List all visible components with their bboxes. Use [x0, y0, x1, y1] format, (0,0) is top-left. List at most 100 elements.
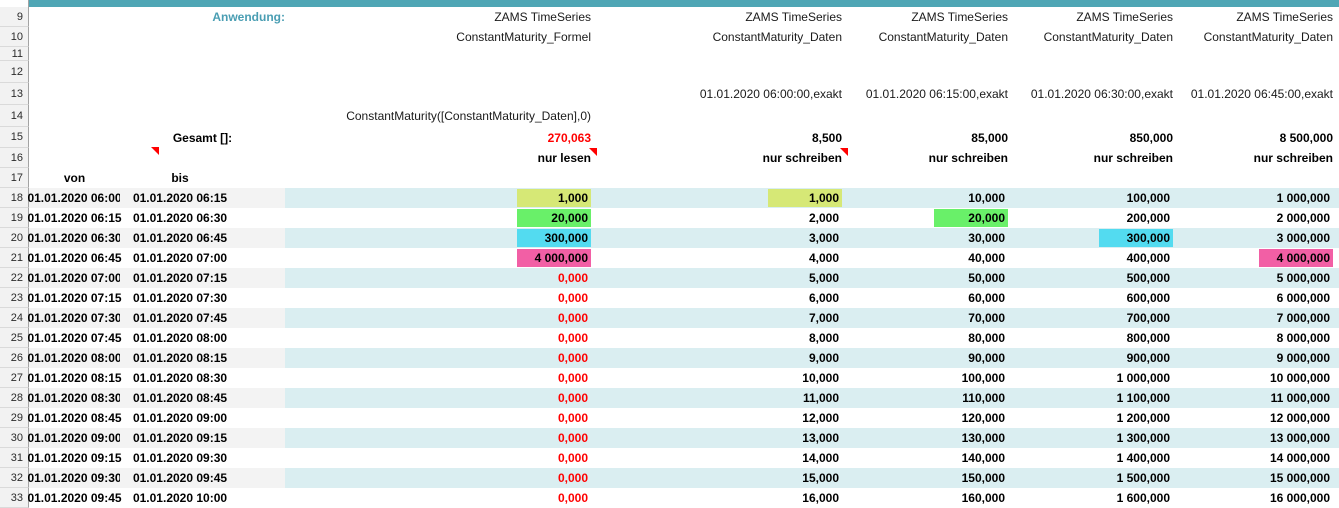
cell-empty[interactable]	[120, 27, 285, 47]
cell-formula-value[interactable]: 4 000,000	[285, 248, 597, 268]
row-header[interactable]: 10	[0, 27, 29, 47]
cell-formula-value[interactable]: 0,000	[285, 488, 597, 508]
cell-data-1[interactable]: 8,000	[597, 328, 848, 348]
cell-empty[interactable]	[240, 468, 285, 488]
cell-von[interactable]: 01.01.2020 07:15	[27, 288, 121, 308]
cell-von[interactable]: 01.01.2020 06:30	[27, 228, 122, 248]
row-header[interactable]: 14	[0, 105, 29, 127]
cell-gesamt-value[interactable]: 850,000	[1014, 127, 1179, 148]
cell-bis[interactable]: 01.01.2020 06:15	[120, 188, 240, 208]
row-header[interactable]: 12	[0, 61, 29, 83]
cell-timestamp[interactable]: 01.01.2020 06:30:00,exakt	[1014, 83, 1179, 105]
row-header[interactable]: 21	[0, 248, 29, 268]
cell-data-1[interactable]: 9,000	[597, 348, 848, 368]
cell-data-2[interactable]: 120,000	[848, 408, 1014, 428]
cell-nur-schreiben[interactable]: nur schreiben	[597, 148, 848, 168]
cell-bis[interactable]: 01.01.2020 08:15	[120, 348, 240, 368]
cell-bis[interactable]: 01.01.2020 07:30	[120, 288, 240, 308]
cell-data-4[interactable]: 2 000,000	[1179, 208, 1339, 228]
cell-app-label[interactable]: ZAMS TimeSeries	[1014, 7, 1179, 27]
cell-app-label[interactable]: ZAMS TimeSeries	[597, 7, 848, 27]
cell-data-1[interactable]: 4,000	[597, 248, 848, 268]
cell-bis[interactable]: 01.01.2020 09:45	[120, 468, 240, 488]
row-header[interactable]: 32	[0, 468, 29, 488]
cell-data-2[interactable]: 100,000	[848, 368, 1014, 388]
row-header[interactable]: 31	[0, 448, 29, 468]
row-header[interactable]: 19	[0, 208, 29, 228]
cell-data-4[interactable]: 3 000,000	[1179, 228, 1339, 248]
cell-empty[interactable]	[240, 448, 285, 468]
cell-bis[interactable]: 01.01.2020 06:30	[120, 208, 240, 228]
cell-data-1[interactable]: 13,000	[597, 428, 848, 448]
cell-data-4[interactable]: 1 000,000	[1179, 188, 1339, 208]
cell-empty[interactable]	[120, 148, 285, 168]
cell-gesamt-value[interactable]: 85,000	[848, 127, 1014, 148]
cell-data-1[interactable]: 6,000	[597, 288, 848, 308]
row-header[interactable]: 28	[0, 388, 29, 408]
cell-data-1[interactable]: 10,000	[597, 368, 848, 388]
cell-empty[interactable]	[29, 27, 120, 47]
cell-von-header[interactable]: von	[29, 168, 120, 188]
cell-von[interactable]: 01.01.2020 06:45	[27, 248, 121, 268]
cell-data-3[interactable]: 1 300,000	[1014, 428, 1179, 448]
cell-data-2[interactable]: 20,000	[848, 208, 1014, 228]
cell-empty[interactable]	[240, 488, 285, 508]
cell-data-1[interactable]: 11,000	[597, 388, 848, 408]
cell-empty[interactable]	[240, 428, 285, 448]
cell-bis[interactable]: 01.01.2020 10:00	[120, 488, 240, 508]
cell-data-2[interactable]: 140,000	[848, 448, 1014, 468]
cell-empty[interactable]	[120, 105, 285, 127]
cell-von[interactable]: 01.01.2020 08:45	[27, 408, 121, 428]
cell-von[interactable]: 01.01.2020 09:15	[27, 448, 121, 468]
row-header[interactable]: 27	[0, 368, 29, 388]
cell-von[interactable]: 01.01.2020 06:00	[27, 188, 122, 208]
cell-formula-value[interactable]: 20,000	[285, 208, 597, 228]
cell-empty[interactable]	[240, 248, 285, 268]
row-header[interactable]: 17	[0, 168, 29, 188]
cell-data-2[interactable]: 60,000	[848, 288, 1014, 308]
row-header[interactable]: 33	[0, 488, 29, 508]
row-header[interactable]: 26	[0, 348, 29, 368]
cell-empty[interactable]	[240, 368, 285, 388]
cell-data-1[interactable]: 16,000	[597, 488, 848, 508]
cell-bis[interactable]: 01.01.2020 08:30	[120, 368, 240, 388]
row-header[interactable]: 23	[0, 288, 29, 308]
cell-von[interactable]: 01.01.2020 06:15	[27, 208, 121, 228]
row-header[interactable]: 13	[0, 83, 29, 105]
cell-data-3[interactable]: 500,000	[1014, 268, 1179, 288]
cell-nur-schreiben[interactable]: nur schreiben	[1179, 148, 1339, 168]
cell-timestamp[interactable]: 01.01.2020 06:00:00,exakt	[597, 83, 848, 105]
cell-data-2[interactable]: 110,000	[848, 388, 1014, 408]
cell-empty[interactable]	[285, 83, 597, 105]
cell-data-1[interactable]: 2,000	[597, 208, 848, 228]
cell-von[interactable]: 01.01.2020 07:00	[27, 268, 122, 288]
cell-bis[interactable]: 01.01.2020 07:00	[120, 248, 240, 268]
row-header[interactable]: 25	[0, 328, 29, 348]
cell-data-1[interactable]: 14,000	[597, 448, 848, 468]
cell-data-4[interactable]: 11 000,000	[1179, 388, 1339, 408]
cell-formula-value[interactable]: 0,000	[285, 308, 597, 328]
cell-empty[interactable]	[120, 83, 285, 105]
cell-empty[interactable]	[240, 268, 285, 288]
cell-data-4[interactable]: 15 000,000	[1179, 468, 1339, 488]
cell-nur-schreiben[interactable]: nur schreiben	[1014, 148, 1179, 168]
cell-gesamt-value[interactable]: 8,500	[597, 127, 848, 148]
cell-series-name[interactable]: ConstantMaturity_Daten	[1179, 27, 1339, 47]
cell-empty[interactable]	[240, 308, 285, 328]
cell-bis[interactable]: 01.01.2020 08:00	[120, 328, 240, 348]
cell-formula-value[interactable]: 0,000	[285, 288, 597, 308]
cell-data-3[interactable]: 800,000	[1014, 328, 1179, 348]
cell-empty[interactable]	[240, 188, 285, 208]
cell-gesamt-value[interactable]: 270,063	[285, 127, 597, 148]
cell-data-4[interactable]: 10 000,000	[1179, 368, 1339, 388]
cell-bis-header[interactable]: bis	[120, 168, 240, 188]
cell-formula-value[interactable]: 300,000	[285, 228, 597, 248]
cell-data-2[interactable]: 70,000	[848, 308, 1014, 328]
cell-bis[interactable]: 01.01.2020 07:15	[120, 268, 240, 288]
cell-data-4[interactable]: 16 000,000	[1179, 488, 1339, 508]
cell-data-3[interactable]: 1 500,000	[1014, 468, 1179, 488]
cell-data-4[interactable]: 4 000,000	[1179, 248, 1339, 268]
cell-nur-schreiben[interactable]: nur schreiben	[848, 148, 1014, 168]
cell-data-1[interactable]: 1,000	[597, 188, 848, 208]
row-header[interactable]: 24	[0, 308, 29, 328]
